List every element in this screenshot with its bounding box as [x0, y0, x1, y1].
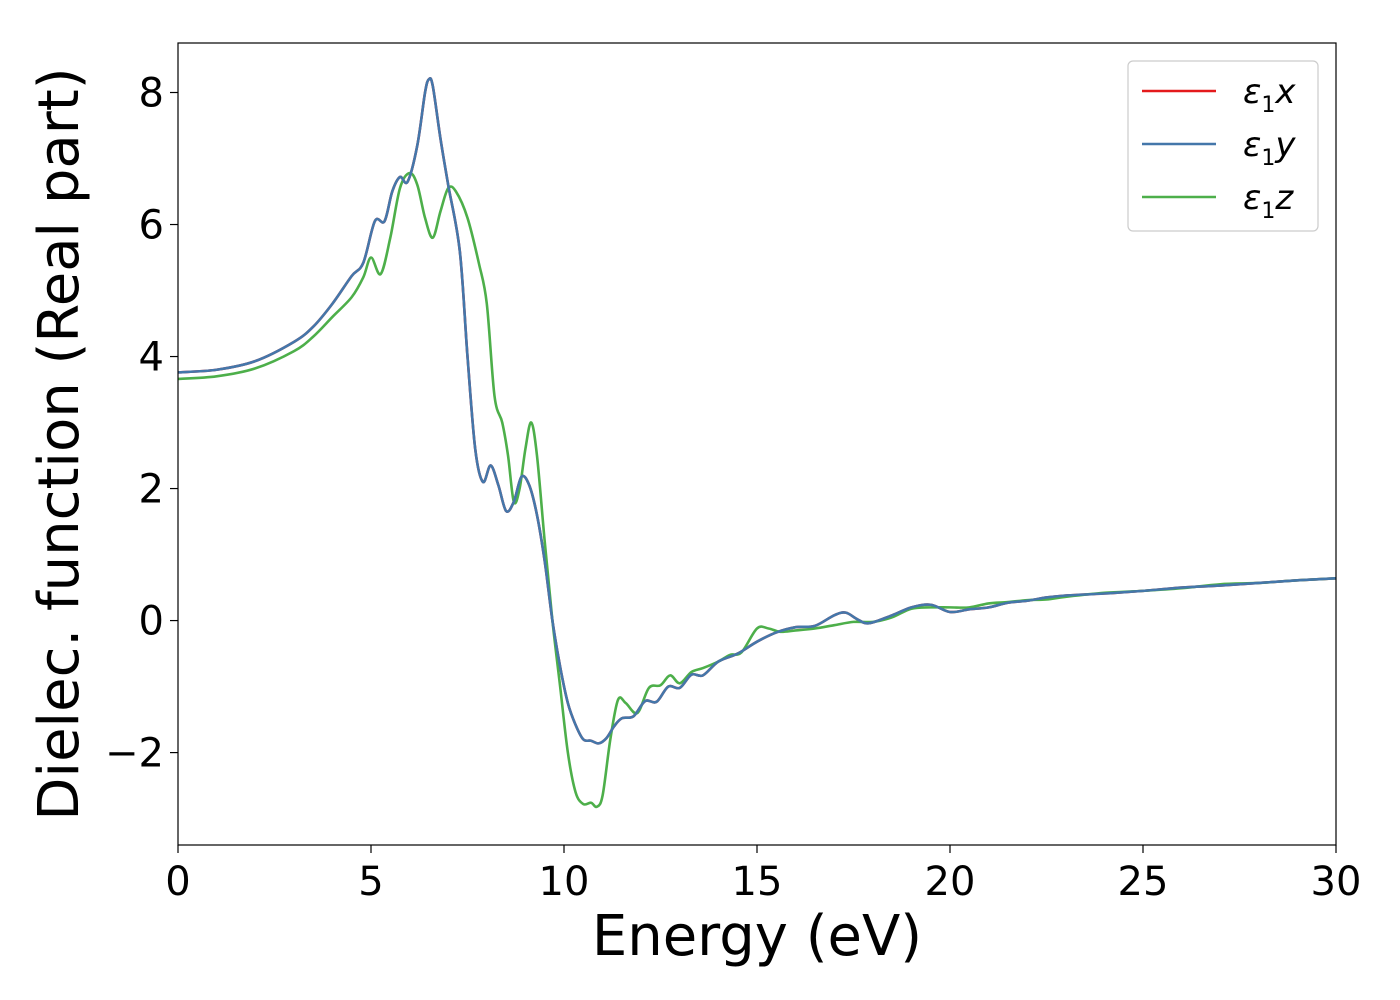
x-tick-label: 0 [165, 859, 190, 905]
y-tick-label: 8 [139, 71, 164, 117]
y-tick-label: 2 [139, 467, 164, 513]
x-axis-title: Energy (eV) [592, 904, 922, 969]
y-axis-title: Dielec. function (Real part) [27, 67, 92, 820]
y-tick-label: −2 [105, 731, 164, 777]
y-tick-label: 4 [139, 335, 164, 381]
legend: ε1x ε1y ε1z [1127, 60, 1319, 232]
x-tick-label: 25 [1118, 859, 1169, 905]
series-layer [178, 76, 1336, 809]
x-tick-label: 10 [539, 859, 590, 905]
y-tick-label: 0 [139, 599, 164, 645]
x-tick-label: 20 [925, 859, 976, 905]
legend-label-z: ε1z [1243, 178, 1294, 224]
legend-label-x: ε1x [1243, 72, 1296, 118]
x-axis: 0 5 10 15 20 25 30 [165, 845, 1361, 905]
series-line-z [178, 171, 1336, 809]
legend-box [1127, 60, 1319, 232]
x-tick-label: 5 [358, 859, 383, 905]
series-line-y [178, 76, 1336, 745]
legend-label-y: ε1y [1243, 125, 1296, 171]
x-tick-label: 15 [732, 859, 783, 905]
y-axis: −2 0 2 4 6 8 [105, 71, 178, 777]
y-tick-label: 6 [139, 203, 164, 249]
x-tick-label: 30 [1311, 859, 1362, 905]
